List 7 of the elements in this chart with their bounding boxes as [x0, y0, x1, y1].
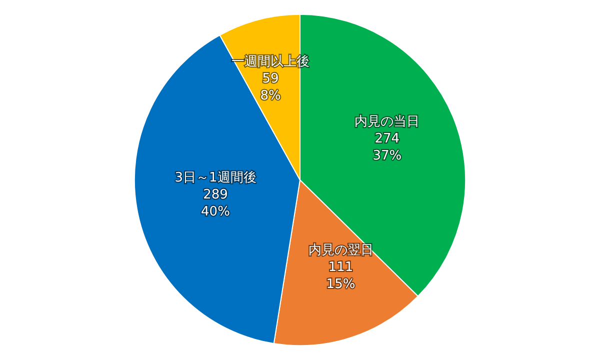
data-label: 289 40%	[201, 187, 230, 220]
slice-label: 3日～1週間後	[174, 170, 256, 186]
slice-label: 内見の当日	[354, 114, 420, 130]
data-label: 59 8%	[260, 71, 281, 104]
slice-label: 内見の翌日	[308, 243, 374, 258]
data-label: 111 15%	[326, 260, 356, 292]
data-label: 274 37%	[372, 131, 402, 164]
